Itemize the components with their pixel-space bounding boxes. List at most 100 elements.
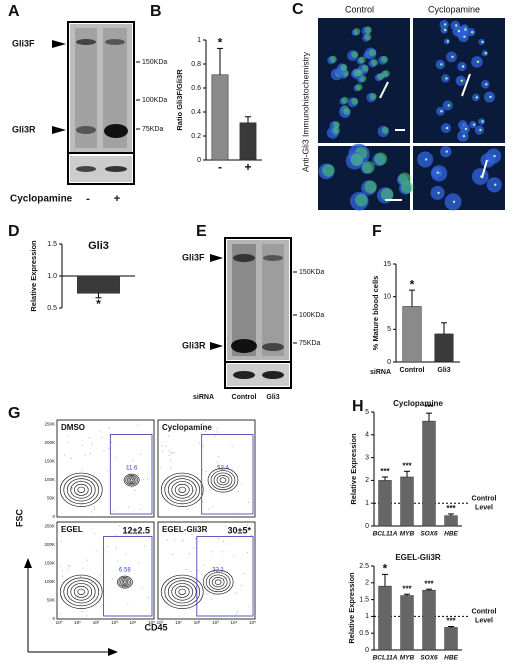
dot xyxy=(484,52,488,55)
y-tick-label: 250K xyxy=(44,524,55,529)
x-tick-label: HBE xyxy=(444,531,458,538)
y-axis-title: % Mature blood cells xyxy=(371,276,380,351)
event xyxy=(111,442,113,444)
bar xyxy=(434,333,454,363)
lane-label: Control xyxy=(232,394,257,401)
dot xyxy=(481,40,484,44)
contour xyxy=(164,475,201,505)
event xyxy=(132,460,134,462)
treatment-label: Cyclopamine xyxy=(10,194,73,205)
y-axis-title: Relative Expression xyxy=(347,572,356,644)
dot xyxy=(485,83,488,86)
y-tick-label: 0.6 xyxy=(191,85,201,92)
y-tick-label: 100K xyxy=(44,579,55,584)
y-tick-label: 0 xyxy=(365,647,369,654)
event xyxy=(213,594,215,596)
event xyxy=(70,458,72,460)
gate xyxy=(103,536,153,617)
contour xyxy=(208,574,228,590)
event xyxy=(94,508,96,510)
axis-title: CD45 xyxy=(144,622,167,632)
chart-title: Cyclopamine xyxy=(393,399,443,408)
contour xyxy=(171,583,194,601)
event xyxy=(173,452,175,454)
event xyxy=(127,603,129,605)
bar xyxy=(444,627,458,651)
marker-label: 75KDa xyxy=(299,340,321,347)
x-tick-label: 10⁴ xyxy=(231,620,238,625)
dot xyxy=(481,120,484,123)
event xyxy=(168,454,170,456)
contour xyxy=(216,474,230,486)
contour xyxy=(121,579,129,585)
blot-frame xyxy=(224,237,292,389)
y-tick-label: 0.5 xyxy=(47,305,57,312)
event xyxy=(67,565,69,567)
contour xyxy=(202,569,234,595)
event xyxy=(211,598,213,600)
event xyxy=(94,532,96,534)
gate-value: 32.1 xyxy=(212,568,224,574)
contour xyxy=(123,473,140,487)
event xyxy=(107,470,109,472)
event xyxy=(128,530,130,532)
y-axis-title: Relative Expression xyxy=(349,433,358,505)
stain xyxy=(381,55,389,63)
contour xyxy=(211,576,225,588)
contour xyxy=(129,478,134,482)
x-tick-label: 10¹ xyxy=(175,620,182,625)
marker-label: 75KDa xyxy=(142,126,164,133)
event xyxy=(171,452,173,454)
event xyxy=(108,427,110,429)
event xyxy=(103,450,105,452)
event xyxy=(140,453,142,455)
event xyxy=(143,478,145,480)
y-tick-label: 2 xyxy=(365,580,369,587)
event xyxy=(205,430,207,432)
contour xyxy=(70,583,93,601)
gate-value: 11.6 xyxy=(126,466,138,472)
stain xyxy=(354,193,368,207)
event xyxy=(191,534,193,536)
dot xyxy=(464,127,468,131)
event xyxy=(134,490,136,492)
event xyxy=(206,593,208,595)
event xyxy=(101,436,103,438)
contour xyxy=(77,486,86,493)
event xyxy=(235,614,237,616)
stain xyxy=(382,70,390,78)
dot xyxy=(462,134,466,138)
event xyxy=(247,502,249,504)
event xyxy=(86,615,88,617)
plot-frame xyxy=(56,521,155,620)
stain xyxy=(374,152,388,166)
panel-g: FSC CD45 11.6 DMSO 52.4 Cyclopamine 6.58 EGEL… xyxy=(14,419,256,656)
event xyxy=(203,564,205,566)
stain xyxy=(369,93,377,101)
y-tick-label: 200K xyxy=(44,542,55,547)
event xyxy=(168,450,170,452)
event xyxy=(182,539,184,541)
event xyxy=(136,425,138,427)
band xyxy=(104,124,128,138)
contour xyxy=(174,585,190,598)
panel-label: D xyxy=(8,223,20,240)
chart-title: Gli3 xyxy=(88,240,109,252)
contour xyxy=(123,580,127,584)
event xyxy=(236,611,238,613)
event xyxy=(81,469,83,471)
event xyxy=(234,592,236,594)
event xyxy=(125,553,127,555)
event xyxy=(99,574,101,576)
event xyxy=(212,505,214,507)
event xyxy=(94,596,96,598)
event xyxy=(106,546,108,548)
event xyxy=(214,435,216,437)
contour xyxy=(70,481,93,499)
event xyxy=(202,445,204,447)
band xyxy=(105,39,125,45)
event xyxy=(86,559,88,561)
y-tick-label: 100K xyxy=(44,477,55,482)
y-tick-label: 50K xyxy=(47,496,55,501)
